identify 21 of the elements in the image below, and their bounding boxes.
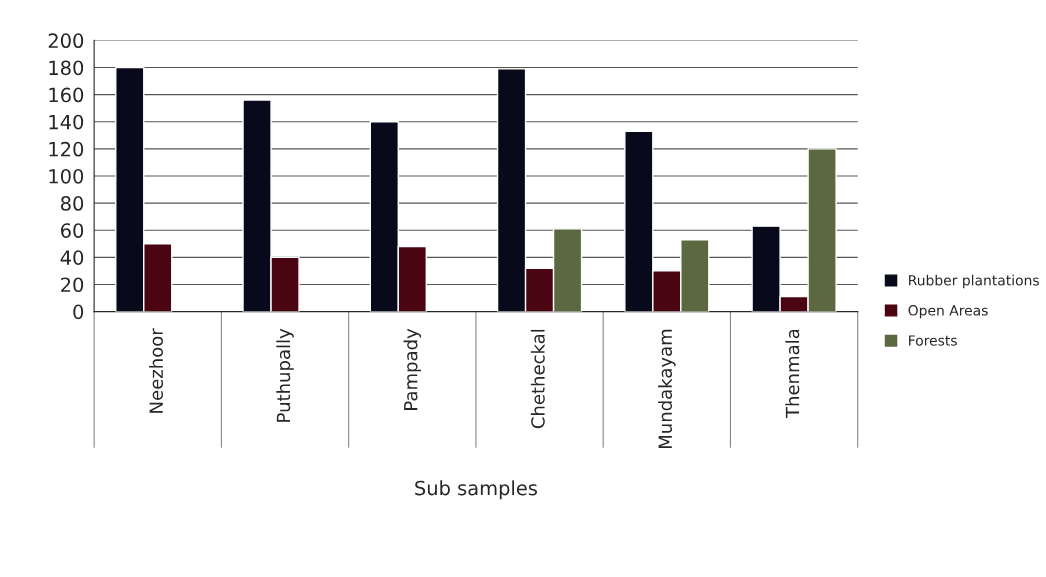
- x-tick-label: Mundakayam: [658, 329, 676, 449]
- x-tick-label: Pampady: [403, 328, 422, 410]
- y-tick-label: 20: [61, 277, 84, 293]
- y-tick-label: 100: [49, 168, 84, 184]
- y-tick-label: 80: [60, 196, 84, 211]
- x-tick-label: Chetheckal: [530, 329, 545, 429]
- x-tick-label: Thenmala: [785, 329, 800, 419]
- x-axis-title: Sub samples: [415, 480, 537, 500]
- y-tick-label: 160: [49, 87, 84, 103]
- y-tick-label: 200: [48, 33, 84, 49]
- legend-label: Rubber plantations: [909, 274, 1039, 289]
- legend-label: Open Areas: [908, 305, 988, 319]
- x-tick-label: Puthupally: [276, 328, 294, 422]
- y-tick-label: 0: [73, 304, 84, 320]
- y-tick-label: 40: [60, 250, 84, 266]
- y-tick-label: 180: [49, 60, 84, 76]
- y-tick-label: 140: [49, 114, 84, 130]
- y-tick-label: 120: [49, 141, 84, 157]
- legend-label: Forests: [909, 335, 957, 346]
- y-tick-label: 60: [61, 223, 84, 238]
- x-tick-label: Neezhoor: [149, 328, 164, 413]
